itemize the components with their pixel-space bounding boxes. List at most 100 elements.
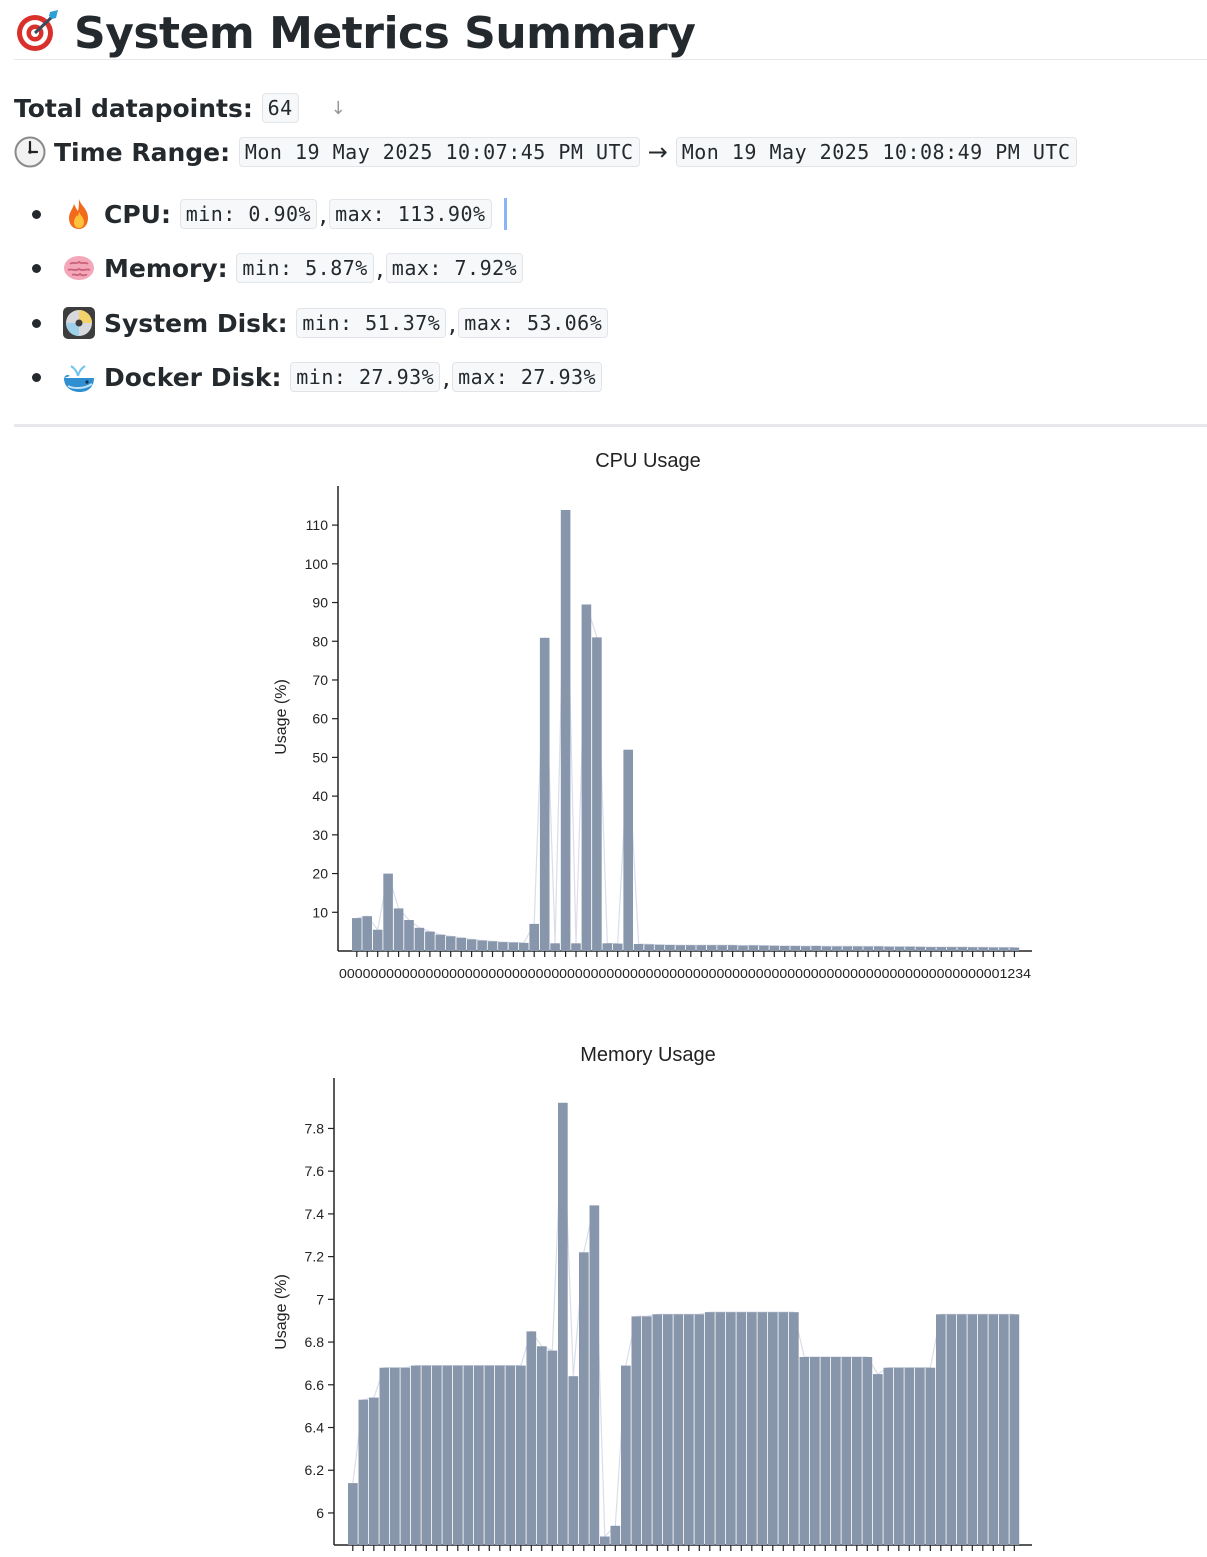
memory-bar <box>694 1314 705 1545</box>
memory-bar <box>463 1365 474 1545</box>
memory-bar <box>726 1312 736 1545</box>
memory-chart: Memory Usage Usage (%) 6 6.2 6.4 6.6 6.8 7 7.2… <box>14 1034 1207 1557</box>
cpu-bar <box>571 943 581 951</box>
cpu-bar <box>717 945 727 951</box>
cpu-bar <box>665 945 675 951</box>
memory-bar <box>799 1357 810 1545</box>
cpu-bar <box>800 946 811 951</box>
cpu-bar <box>821 946 832 951</box>
cpu-bar <box>769 945 780 951</box>
memory-bar <box>883 1367 894 1545</box>
memory-bar <box>358 1399 369 1545</box>
cpu-y-tick-label: 10 <box>312 904 328 920</box>
memory-bar <box>579 1252 589 1545</box>
cpu-bar <box>477 940 487 951</box>
memory-bar <box>663 1314 673 1545</box>
cpu-bar <box>894 946 905 951</box>
list-bullet <box>32 372 41 382</box>
memory-bar <box>820 1357 831 1545</box>
memory-bar <box>715 1312 726 1545</box>
cpu-bar <box>696 945 706 951</box>
memory-bar <box>988 1314 999 1545</box>
cpu-bar <box>445 936 456 951</box>
cpu-bar <box>686 945 696 951</box>
cpu-bar <box>623 749 633 951</box>
cpu-bar <box>550 943 560 951</box>
memory-bar <box>600 1536 610 1545</box>
memory-bar <box>453 1365 463 1545</box>
cpu-y-tick-label: 100 <box>305 556 329 572</box>
cpu-bar <box>915 946 926 951</box>
cpu-bar <box>539 637 550 951</box>
cpu-bar <box>508 942 519 951</box>
memory-bar <box>400 1367 411 1545</box>
cpu-bar <box>560 510 571 951</box>
memory-bar <box>925 1367 936 1545</box>
cpu-chart: CPU Usage Usage (%) 00000000000000000000… <box>14 440 1207 1000</box>
cpu-bar <box>988 947 999 951</box>
cpu-bar <box>529 923 539 951</box>
cpu-bar <box>790 946 800 951</box>
memory-bar <box>547 1350 558 1545</box>
cpu-bar <box>414 927 425 951</box>
cpu-bar <box>498 942 508 951</box>
memory-y-tick-label: 6.6 <box>305 1377 325 1393</box>
memory-bar <box>736 1312 747 1545</box>
memory-bar <box>1009 1314 1020 1545</box>
memory-bar <box>747 1312 757 1545</box>
metric-min: min: 27.93% <box>290 362 441 392</box>
cpu-trend-line <box>356 509 1015 949</box>
memory-bar <box>610 1525 621 1545</box>
total-label: Total datapoints: <box>14 93 253 123</box>
memory-bar <box>862 1357 873 1545</box>
memory-bar <box>841 1357 852 1545</box>
memory-bar <box>558 1102 568 1545</box>
cpu-bar <box>602 943 613 951</box>
cpu-y-tick-label: 30 <box>312 827 328 843</box>
memory-bar <box>915 1367 925 1545</box>
target-dart-icon <box>14 8 60 52</box>
memory-bar <box>621 1365 631 1545</box>
cpu-bar <box>842 946 853 951</box>
whale-icon <box>62 360 96 394</box>
memory-bar <box>537 1346 547 1545</box>
metric-cpu: CPU: min: 0.90%, max: 113.90% <box>14 194 507 234</box>
memory-y-tick-label: 6.4 <box>305 1420 325 1436</box>
memory-bar <box>852 1357 862 1545</box>
memory-bar <box>652 1314 663 1545</box>
cpu-bar <box>633 944 644 951</box>
page-title: System Metrics Summary <box>14 6 696 62</box>
cpu-bar <box>873 946 884 951</box>
cpu-bar <box>404 920 414 951</box>
cpu-y-tick-label: 80 <box>312 633 328 649</box>
metric-system-disk: System Disk: min: 51.37%, max: 53.06% <box>14 303 609 343</box>
memory-bar <box>936 1314 946 1545</box>
memory-bar <box>957 1314 967 1545</box>
memory-bar <box>589 1205 600 1545</box>
cpu-bar <box>905 946 915 951</box>
cpu-bar <box>519 942 529 951</box>
cpu-bar <box>811 946 821 951</box>
section-divider <box>14 424 1207 427</box>
cpu-bar <box>435 934 446 951</box>
cpu-bar <box>779 946 790 951</box>
memory-bar <box>348 1483 358 1545</box>
cpu-bar <box>581 604 592 951</box>
cpu-bar <box>644 944 654 951</box>
separator: , <box>442 362 451 392</box>
memory-bar <box>978 1314 988 1545</box>
memory-bar <box>757 1312 768 1545</box>
cpu-bar <box>946 947 957 951</box>
memory-bar <box>484 1365 495 1545</box>
cpu-bar <box>425 931 435 951</box>
cpu-bar <box>863 946 873 951</box>
memory-bar <box>432 1365 442 1545</box>
metric-label: Memory: <box>104 253 228 283</box>
memory-bar <box>831 1357 841 1545</box>
cpu-bar <box>362 916 372 951</box>
memory-bar <box>516 1365 526 1545</box>
memory-bar <box>421 1365 432 1545</box>
memory-bar <box>505 1365 516 1545</box>
memory-bar <box>894 1367 904 1545</box>
cpu-y-tick-label: 60 <box>312 711 328 727</box>
